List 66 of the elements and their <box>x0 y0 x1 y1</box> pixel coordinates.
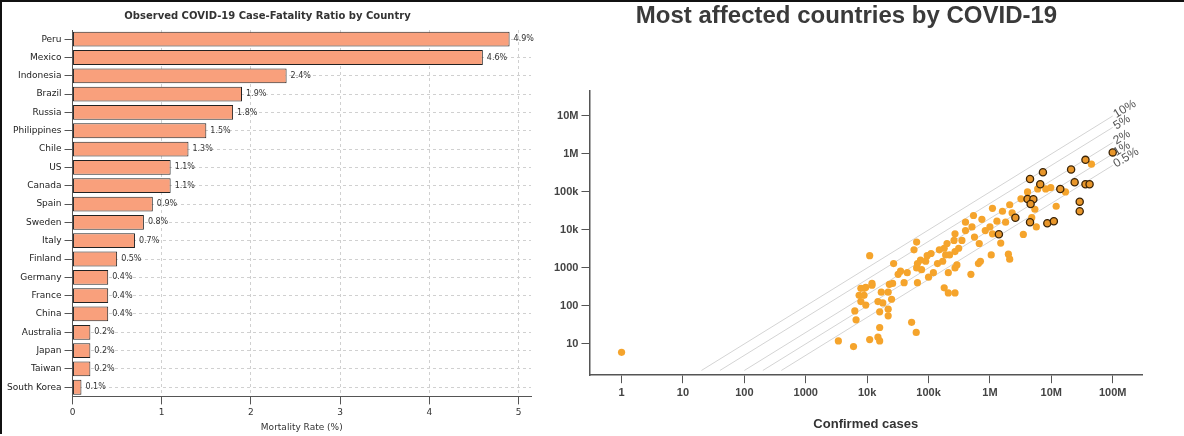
y-tick-label: Russia <box>32 106 62 117</box>
y-tick-label: 10M <box>557 109 579 122</box>
data-label: 0.2% <box>94 327 116 337</box>
x-tick-label: 10M <box>1040 385 1063 398</box>
chart-title: Most affected countries by COVID-19 <box>635 1 1058 29</box>
data-label: 4.9% <box>513 34 535 44</box>
y-tick-label: Sweden <box>25 216 62 227</box>
x-tick-label: 0 <box>69 407 76 418</box>
x-tick-label: 100 <box>735 385 754 398</box>
x-tick-label: 100k <box>916 385 942 398</box>
y-tick-label: Brazil <box>36 88 62 99</box>
y-tick-label: Mexico <box>30 51 63 62</box>
data-label: 0.2% <box>94 364 116 373</box>
x-axis-title: Mortality Rate (%) <box>260 421 343 432</box>
data-label: 1.8% <box>237 107 258 117</box>
y-tick-label: Italy <box>42 235 63 246</box>
y-tick-label: 10 <box>566 336 579 349</box>
data-label: 1.1% <box>174 180 196 190</box>
y-tick-label: Germany <box>20 271 63 282</box>
y-tick-label: Japan <box>35 344 62 355</box>
x-tick-label: 10 <box>676 385 690 398</box>
y-tick-label: 1000 <box>553 260 579 273</box>
y-tick-label: US <box>49 161 62 172</box>
y-tick-label: Peru <box>41 33 62 44</box>
x-axis-title: Confirmed cases <box>813 415 919 431</box>
y-tick-label: Australia <box>21 326 62 337</box>
x-tick-label: 1000 <box>793 385 818 398</box>
y-tick-label: Finland <box>29 253 62 264</box>
y-tick-label: 10k <box>560 222 580 235</box>
data-label: 1.3% <box>192 144 214 154</box>
x-tick-label: 1 <box>158 407 165 418</box>
y-tick-label: Chile <box>39 143 62 154</box>
y-tick-label: Canada <box>27 180 62 191</box>
y-tick-label: France <box>31 289 62 300</box>
data-label: 0.8% <box>147 217 169 227</box>
y-tick-label: Indonesia <box>18 70 62 81</box>
data-label: 1.5% <box>210 125 232 135</box>
x-tick-label: 1M <box>982 385 998 398</box>
x-tick-label: 100M <box>1098 385 1127 398</box>
y-tick-label: Philippines <box>13 125 62 136</box>
data-label: 0.1% <box>85 382 107 392</box>
y-tick-label: Taiwan <box>29 363 62 374</box>
data-label: 4.6% <box>486 52 508 62</box>
data-label: 0.9% <box>156 199 178 209</box>
x-tick-label: 3 <box>337 407 343 418</box>
data-label: 0.4% <box>112 309 133 319</box>
x-tick-label: 2 <box>248 407 254 418</box>
y-tick-label: 100 <box>560 298 579 311</box>
y-tick-label: 100k <box>553 184 580 197</box>
data-label: 2.4% <box>290 70 312 80</box>
data-label: 0.4% <box>112 290 133 300</box>
y-tick-label: Spain <box>36 198 62 209</box>
data-label: 0.4% <box>112 272 133 282</box>
data-label: 1.1% <box>174 162 196 172</box>
x-tick-label: 1 <box>618 385 625 398</box>
x-tick-label: 4 <box>426 407 433 418</box>
chart-title: Observed COVID-19 Case-Fatality Ratio by Country <box>124 9 412 21</box>
y-tick-label: China <box>35 308 62 319</box>
x-tick-label: 5 <box>515 407 522 418</box>
x-tick-label: 10k <box>857 385 878 398</box>
y-tick-label: 1M <box>563 147 579 159</box>
data-label: 0.2% <box>94 345 116 355</box>
data-label: 0.7% <box>138 235 160 245</box>
data-label: 0.5% <box>121 254 142 264</box>
y-tick-label: South Korea <box>6 381 62 392</box>
data-label: 1.9% <box>246 89 267 99</box>
